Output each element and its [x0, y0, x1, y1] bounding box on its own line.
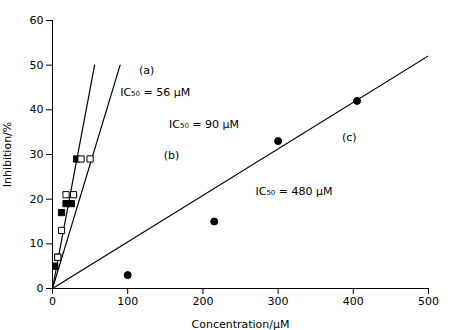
svg-text:(c): (c): [342, 131, 357, 144]
svg-text:IC₅₀ = 90 μM: IC₅₀ = 90 μM: [169, 118, 239, 131]
svg-text:10: 10: [30, 237, 44, 250]
svg-text:(a): (a): [139, 64, 154, 77]
svg-text:100: 100: [117, 295, 138, 308]
svg-text:(b): (b): [164, 149, 180, 162]
svg-text:200: 200: [192, 295, 213, 308]
svg-text:0: 0: [37, 282, 44, 295]
svg-text:Concentration/μM: Concentration/μM: [191, 318, 289, 330]
svg-text:60: 60: [30, 14, 44, 27]
svg-text:0: 0: [49, 295, 56, 308]
svg-text:500: 500: [418, 295, 439, 308]
svg-text:20: 20: [30, 193, 44, 206]
svg-text:Inhibition/%: Inhibition/%: [1, 122, 14, 188]
svg-text:30: 30: [30, 148, 44, 161]
svg-text:300: 300: [268, 295, 289, 308]
svg-text:IC₅₀ = 480 μM: IC₅₀ = 480 μM: [256, 185, 333, 198]
svg-text:IC₅₀ = 56 μM: IC₅₀ = 56 μM: [120, 86, 190, 99]
svg-text:40: 40: [30, 103, 44, 116]
svg-text:400: 400: [343, 295, 364, 308]
svg-text:50: 50: [30, 59, 44, 72]
